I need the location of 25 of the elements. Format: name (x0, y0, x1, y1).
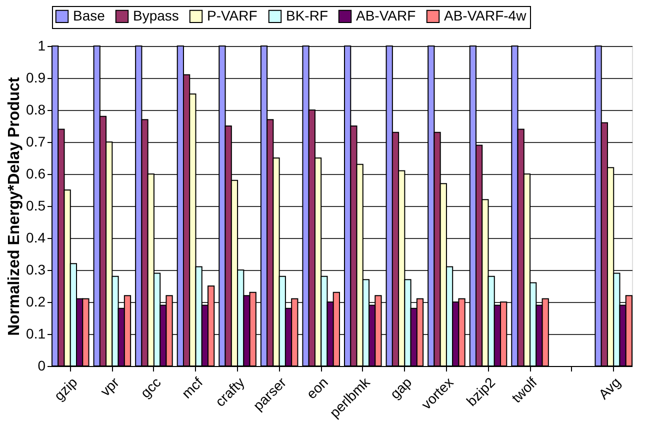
y-tick-label: 0.4 (26, 230, 46, 246)
y-tick-label: 0.9 (26, 70, 46, 86)
y-tick-label: 1 (38, 38, 46, 54)
legend-label: BK-RF (286, 7, 328, 24)
x-tick-label: Avg (595, 374, 624, 402)
legend-label: P-VARF (207, 7, 258, 24)
x-tick-label: gcc (137, 374, 164, 401)
y-tick-label: 0.7 (26, 134, 46, 150)
y-axis-title: Normalized Energy*Delay Product (6, 76, 24, 336)
legend-label: Bypass (133, 7, 179, 24)
y-tick-label: 0.1 (26, 326, 46, 342)
y-tick-label: 0.8 (26, 102, 46, 118)
y-tick-label: 0 (38, 358, 46, 374)
x-tick-label: gzip (50, 374, 80, 404)
x-tick-label: vpr (97, 374, 122, 400)
legend-label: Base (73, 7, 106, 24)
x-tick-label: gap (386, 374, 415, 402)
x-tick-label: eon (303, 374, 332, 402)
y-tick-label: 0.2 (26, 294, 46, 310)
x-tick-label: mcf (178, 374, 206, 402)
y-tick-label: 0.3 (26, 262, 46, 278)
legend-label: AB-VARF-4w (444, 7, 528, 24)
y-tick-label: 0.6 (26, 166, 46, 182)
legend-label: AB-VARF (356, 7, 416, 24)
y-tick-label: 0.5 (26, 198, 46, 214)
